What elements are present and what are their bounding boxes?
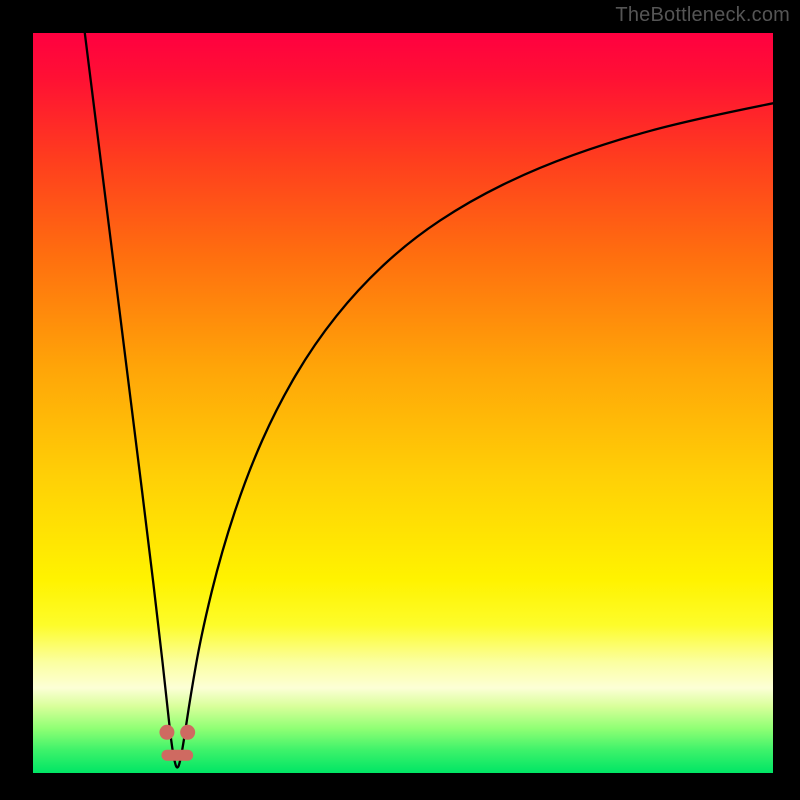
bottleneck-chart [0,0,800,800]
optimal-range-dot [159,725,174,740]
plot-background [33,33,773,773]
chart-container: TheBottleneck.com [0,0,800,800]
optimal-range-dot [180,725,195,740]
watermark-text: TheBottleneck.com [615,4,790,27]
